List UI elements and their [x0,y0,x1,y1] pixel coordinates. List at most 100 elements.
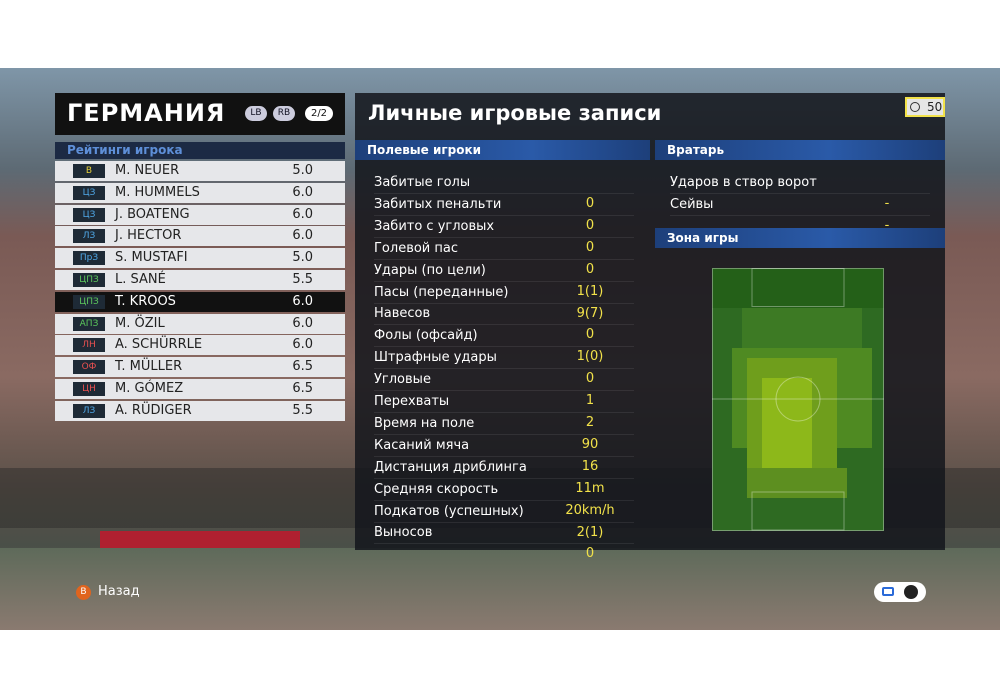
player-row[interactable]: ПрЗ S. MUSTAFI 5.0 [55,248,345,269]
player-row[interactable]: ЦЗ J. BOATENG 6.0 [55,204,345,225]
player-rating: 6.0 [292,315,313,331]
stat-row: Забитые голы 0 [374,172,634,211]
player-rating: 5.0 [292,163,313,178]
stat-value: 20km/h [565,502,615,518]
player-row[interactable]: В M. NEUER 5.0 [55,161,345,181]
player-name: J. BOATENG [115,206,190,222]
player-name: T. KROOS [115,293,176,309]
player-row[interactable]: ОФ T. MÜLLER 6.5 [55,357,345,378]
stat-row: Выносов 0 [374,522,634,561]
player-row[interactable]: ЦН M. GÓMEZ 6.5 [55,379,345,399]
stat-label: Касаний мяча [374,437,470,453]
stat-label: Время на поле [374,415,475,431]
player-row[interactable]: ЛН A. SCHÜRRLE 6.0 [55,335,345,356]
stat-row: Угловые 1 [374,369,634,408]
stat-value: 0 [585,217,595,233]
timer: 50 [905,97,945,117]
stat-value: 0 [585,239,595,255]
player-name: M. NEUER [115,163,180,178]
position-badge: ЦЗ [73,207,105,222]
back-key[interactable]: B [76,585,91,600]
stat-row: Касаний мяча 16 [374,435,634,474]
player-row[interactable]: ЦПЗ L. SANÉ 5.5 [55,270,345,290]
player-name: M. ÖZIL [115,315,165,331]
stat-row: Фолы (офсайд) 1(0) [374,325,634,364]
stat-label: Фолы (офсайд) [374,328,478,344]
field-title: Полевые игроки [355,140,650,160]
ratings-title: Рейтинги игрока [55,142,345,159]
position-badge: ЦПЗ [73,294,105,309]
player-name: J. HECTOR [115,228,182,244]
stat-value: 0 [585,261,595,277]
stat-label: Угловые [374,372,431,388]
page-indicator: 2/2 [305,106,333,121]
stat-value: 9(7) [576,305,604,321]
player-row[interactable]: АПЗ M. ÖZIL 6.0 [55,313,345,334]
position-badge: В [73,164,105,178]
stat-value: 16 [581,458,599,474]
player-name: M. HUMMELS [115,184,200,200]
heatmap [712,268,884,531]
stat-value: 90 [581,436,599,452]
records-title: Личные игровые записи [368,101,662,125]
timer-value: 50 [927,100,943,114]
player-row[interactable]: ЦЗ M. HUMMELS 6.0 [55,182,345,203]
player-rating: 5.5 [292,272,313,287]
position-badge: ЦН [73,382,105,396]
stat-row: Время на поле 90 [374,413,634,452]
player-name: S. MUSTAFI [115,250,188,266]
keeper-label: Ударов в створ ворот [670,175,817,190]
lb-button[interactable]: LB [245,106,267,121]
position-badge: ЛН [73,338,105,353]
stat-label: Навесов [374,306,431,322]
player-name: M. GÓMEZ [115,381,184,396]
stat-value: 0 [585,327,595,343]
keeper-row: Сейвы - [670,194,930,233]
player-name: A. SCHÜRRLE [115,337,203,353]
team-header: ГЕРМАНИЯ LB RB 2/2 [55,93,345,135]
stat-label: Штрафные удары [374,350,497,366]
player-row[interactable]: ЦПЗ T. KROOS 6.0 [55,291,345,312]
back-button[interactable]: Назад [98,584,140,599]
stat-label: Голевой пас [374,240,458,256]
stat-value: 0 [585,196,595,211]
position-badge: ЦЗ [73,185,105,200]
stat-value: 1(1) [576,283,604,299]
keeper-value: - [884,196,890,211]
chat-icons[interactable] [874,582,926,602]
zone-title: Зона игры [655,228,945,248]
player-name: T. MÜLLER [115,359,183,375]
stat-label: Забито с угловых [374,218,495,234]
keeper-row: Ударов в створ ворот - [670,172,930,211]
player-rating: 5.5 [292,402,313,418]
player-rating: 6.5 [292,359,313,375]
player-rating: 6.0 [292,184,313,200]
stat-value: 1(0) [576,349,604,365]
player-rating: 5.0 [292,250,313,266]
position-badge: ПрЗ [73,251,105,266]
stat-label: Выносов [374,525,433,541]
team-name: ГЕРМАНИЯ [67,99,226,127]
stat-row: Навесов 0 [374,303,634,342]
stat-value: 2(1) [576,524,604,540]
stat-label: Забитых пенальти [374,196,502,212]
stat-row: Забитых пенальти 0 [374,194,634,233]
stat-value: 11m [575,480,605,496]
rb-button[interactable]: RB [273,106,295,121]
stat-row: Подкатов (успешных) 2(1) [374,501,634,540]
player-row[interactable]: ЛЗ J. HECTOR 6.0 [55,226,345,247]
stat-row: Штрафные удары 0 [374,347,634,386]
keeper-value: - [884,217,890,233]
stat-row: Голевой пас 0 [374,238,634,277]
player-row[interactable]: ЛЗ A. RÜDIGER 5.5 [55,400,345,421]
stat-row: Пасы (переданные) 9(7) [374,282,634,321]
position-badge: ЦПЗ [73,273,105,287]
position-badge: ОФ [73,360,105,375]
position-badge: АПЗ [73,316,105,331]
stat-label: Забитые голы [374,175,471,190]
stat-value: 0 [585,371,595,387]
position-badge: ЛЗ [73,229,105,244]
player-rating: 6.5 [292,381,313,396]
stat-label: Пасы (переданные) [374,284,509,300]
